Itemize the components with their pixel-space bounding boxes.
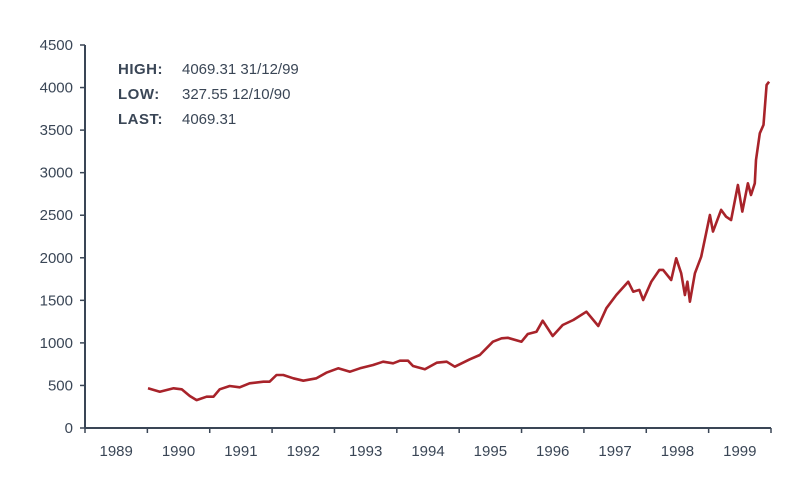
x-tick-label: 1997 <box>598 443 631 460</box>
annotation-last-value: 4069.31 <box>182 111 237 128</box>
x-tick-label: 1993 <box>349 443 382 460</box>
x-tick-label: 1992 <box>287 443 320 460</box>
y-tick-label: 0 <box>65 420 73 437</box>
x-tick-label: 1994 <box>411 443 444 460</box>
y-tick-label: 3500 <box>40 122 73 139</box>
annotation-low-value: 327.55 12/10/90 <box>182 86 291 103</box>
y-tick-label: 3000 <box>40 165 73 182</box>
y-tick-label: 500 <box>48 377 73 394</box>
x-tick-label: 1989 <box>99 443 132 460</box>
x-tick-label: 1998 <box>661 443 694 460</box>
y-tick-label: 1000 <box>40 335 73 352</box>
x-tick-label: 1996 <box>536 443 569 460</box>
x-tick-label: 1991 <box>224 443 257 460</box>
y-tick-label: 2000 <box>40 250 73 267</box>
y-tick-label: 4500 <box>40 37 73 54</box>
y-tick-label: 4000 <box>40 80 73 97</box>
x-tick-label: 1999 <box>723 443 756 460</box>
annotation-high: HIGH: 4069.31 31/12/99 <box>118 61 299 78</box>
x-tick-label: 1995 <box>474 443 507 460</box>
annotation-high-value: 4069.31 31/12/99 <box>182 61 299 78</box>
annotation-last-label: LAST: <box>118 111 163 128</box>
annotation-last: LAST: 4069.31 <box>118 111 236 128</box>
series-line <box>147 80 771 402</box>
y-tick-label: 1500 <box>40 292 73 309</box>
annotation-high-label: HIGH: <box>118 61 163 78</box>
annotation-low: LOW: 327.55 12/10/90 <box>118 86 290 103</box>
x-tick-label: 1990 <box>162 443 195 460</box>
y-tick-label: 2500 <box>40 207 73 224</box>
annotation-low-label: LOW: <box>118 86 160 103</box>
